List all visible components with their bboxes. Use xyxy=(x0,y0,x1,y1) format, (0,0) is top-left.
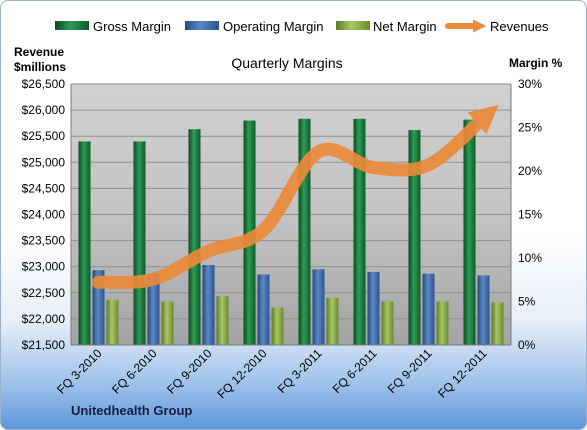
net-margin-bar xyxy=(491,302,504,345)
right-tick-label: 25% xyxy=(518,121,542,135)
net-margin-bar xyxy=(326,298,339,345)
operating-margin-bar xyxy=(422,273,435,345)
operating-margin-bar xyxy=(477,275,490,345)
left-tick-label: $24,500 xyxy=(22,181,66,195)
left-axis: $21,500 $22,000 $22,500 $23,000 $23,500 $24,0… xyxy=(22,77,72,352)
operating-margin-bar xyxy=(147,273,160,345)
x-tick-label: FQ 12-2010 xyxy=(214,346,269,401)
left-axis-title-line2: $millions xyxy=(14,60,66,74)
chart-title: Quarterly Margins xyxy=(231,55,342,71)
x-tick-label: FQ 3-2011 xyxy=(275,346,325,396)
legend-label-net: Net Margin xyxy=(373,19,437,34)
left-tick-label: $23,500 xyxy=(22,234,66,248)
gross-margin-bar xyxy=(353,118,366,345)
x-axis: FQ 3-2010 FQ 6-2010 FQ 9-2010 FQ 12-2010 FQ … xyxy=(54,344,511,401)
net-margin-bar xyxy=(436,301,449,345)
net-margin-bar xyxy=(381,301,394,345)
x-tick-label: FQ 3-2010 xyxy=(54,346,105,397)
right-axis: 0% 5% 10% 15% 20% 25% 30% xyxy=(510,77,542,352)
left-tick-label: $25,000 xyxy=(22,155,66,169)
legend-swatch-net xyxy=(336,21,370,30)
net-margin-bar xyxy=(216,296,229,345)
x-tick-label: FQ 9-2011 xyxy=(385,346,435,396)
right-tick-label: 30% xyxy=(518,77,542,91)
net-margin-bar xyxy=(271,307,284,345)
right-axis-title: Margin % xyxy=(509,56,563,70)
left-tick-label: $26,500 xyxy=(22,77,66,91)
legend: Gross Margin Operating Margin Net Margin… xyxy=(55,19,549,34)
x-tick-label: FQ 12-2011 xyxy=(435,346,490,401)
gross-margin-bar xyxy=(408,130,421,345)
left-tick-label: $24,000 xyxy=(22,208,66,222)
left-axis-title-line1: Revenue xyxy=(14,45,64,59)
revenues-line xyxy=(92,104,499,290)
operating-margin-bar xyxy=(257,274,270,345)
net-margin-bar xyxy=(161,301,174,345)
gross-margin-bar xyxy=(133,141,146,345)
net-margin-bar xyxy=(106,299,119,345)
gross-margin-bar xyxy=(78,141,91,345)
right-tick-label: 0% xyxy=(518,338,536,352)
legend-label-revenues: Revenues xyxy=(490,19,549,34)
gross-margin-bar xyxy=(463,119,476,345)
left-tick-label: $26,000 xyxy=(22,103,66,117)
operating-margin-bar xyxy=(202,264,215,345)
x-tick-label: FQ 6-2011 xyxy=(330,346,380,396)
left-tick-label: $21,500 xyxy=(22,338,66,352)
company-name: Unitedhealth Group xyxy=(71,403,192,418)
right-tick-label: 5% xyxy=(518,295,536,309)
operating-margin-bar xyxy=(367,271,380,345)
left-tick-label: $22,000 xyxy=(22,312,66,326)
right-tick-label: 10% xyxy=(518,251,542,265)
operating-margin-bar xyxy=(312,269,325,345)
revenue-line-layer xyxy=(92,104,499,290)
legend-label-operating: Operating Margin xyxy=(223,19,323,34)
right-tick-label: 15% xyxy=(518,208,542,222)
left-tick-label: $22,500 xyxy=(22,286,66,300)
legend-swatch-gross xyxy=(55,21,89,30)
gross-margin-bar xyxy=(188,129,201,345)
left-tick-label: $23,000 xyxy=(22,260,66,274)
x-tick-label: FQ 9-2010 xyxy=(164,346,215,397)
right-tick-label: 20% xyxy=(518,164,542,178)
x-tick-label: FQ 6-2010 xyxy=(109,346,160,397)
legend-swatch-operating xyxy=(185,21,219,30)
left-tick-label: $25,500 xyxy=(22,129,66,143)
legend-label-gross: Gross Margin xyxy=(93,19,171,34)
operating-margin-bar xyxy=(92,270,105,345)
